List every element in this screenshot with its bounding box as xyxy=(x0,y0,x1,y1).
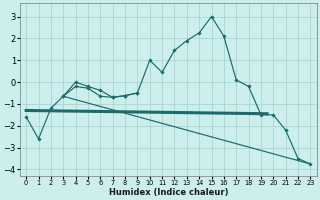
X-axis label: Humidex (Indice chaleur): Humidex (Indice chaleur) xyxy=(108,188,228,197)
